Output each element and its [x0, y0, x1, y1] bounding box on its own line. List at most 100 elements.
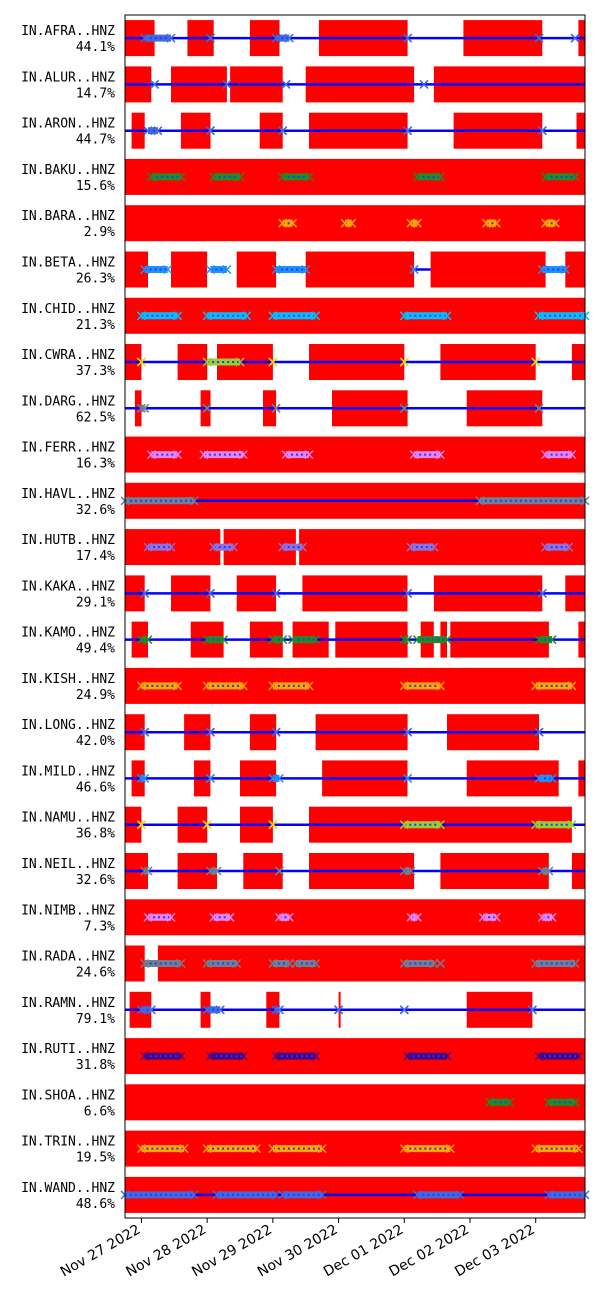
marker-segment: [205, 866, 222, 876]
station-percentage-label: 14.7%: [76, 86, 115, 101]
station-percentage-label: 62.5%: [76, 410, 115, 425]
marker-segment: [205, 773, 215, 783]
marker-segment: [409, 450, 445, 460]
marker-segment: [399, 820, 445, 830]
marker-segment: [534, 773, 557, 783]
marker-segment: [136, 357, 146, 367]
gap-bar: [565, 251, 585, 288]
marker-segment: [409, 264, 419, 275]
marker-segment: [527, 1005, 537, 1015]
station-name-label: IN.HUTB..HNZ: [21, 533, 115, 548]
station-row: [125, 66, 585, 103]
marker-segment: [274, 866, 284, 876]
station-name-label: IN.MILD..HNZ: [21, 764, 115, 779]
marker-segment: [136, 403, 150, 413]
station-percentage-label: 31.8%: [76, 1058, 115, 1073]
gap-bar: [125, 158, 585, 195]
station-row: [125, 806, 585, 843]
marker-segment: [150, 79, 160, 89]
station-percentage-label: 79.1%: [76, 1012, 115, 1027]
marker-segment: [406, 218, 422, 228]
gap-bar: [430, 251, 546, 288]
station-percentage-label: 19.5%: [76, 1151, 115, 1166]
station-percentage-label: 21.3%: [76, 318, 115, 333]
marker-segment: [531, 958, 580, 969]
marker-segment: [146, 450, 183, 460]
marker-segment: [412, 1190, 465, 1200]
station-row: [125, 390, 585, 427]
marker-segment: [435, 958, 445, 969]
station-percentage-label: 2.9%: [84, 225, 115, 240]
station-row: [125, 1130, 585, 1167]
gap-bar: [125, 251, 148, 288]
marker-segment: [399, 403, 409, 413]
marker-segment: [531, 681, 577, 691]
marker-segment: [278, 172, 314, 182]
station-percentage-label: 44.7%: [76, 133, 115, 148]
marker-segment: [136, 311, 183, 321]
marker-segment: [202, 635, 229, 645]
marker-segment: [205, 588, 215, 598]
station-percentage-label: 6.6%: [84, 1104, 115, 1119]
station-percentage-label: 7.3%: [84, 919, 115, 934]
marker-segment: [209, 542, 238, 552]
station-name-label: IN.LONG..HNZ: [21, 718, 115, 733]
marker-segment: [268, 958, 294, 969]
gap-bar: [236, 251, 277, 288]
marker-segment: [278, 1190, 327, 1200]
station-name-label: IN.RADA..HNZ: [21, 950, 115, 965]
marker-segment: [534, 33, 544, 43]
marker-segment: [268, 357, 278, 367]
station-name-label: IN.BAKU..HNZ: [21, 163, 115, 178]
marker-segment: [140, 264, 173, 275]
marker-segment: [278, 218, 298, 228]
marker-segment: [399, 866, 416, 876]
station-name-label: IN.BARA..HNZ: [21, 209, 115, 224]
station-row: [125, 991, 585, 1028]
marker-segment: [136, 820, 146, 830]
marker-segment: [136, 1005, 156, 1015]
gap-bar: [125, 436, 585, 473]
station-row: [125, 158, 585, 195]
station-row: [125, 575, 585, 612]
marker-segment: [534, 635, 557, 645]
station-percentage-label: 32.6%: [76, 873, 115, 888]
station-name-label: IN.NEIL..HNZ: [21, 857, 115, 872]
marker-segment: [403, 126, 413, 136]
marker-segment: [143, 126, 163, 136]
marker-segment: [140, 727, 150, 737]
station-row: [125, 251, 585, 288]
marker-segment: [271, 727, 281, 737]
marker-segment: [268, 820, 278, 830]
station-name-label: IN.KAKA..HNZ: [21, 579, 115, 594]
marker-segment: [140, 588, 150, 598]
marker-segment: [205, 264, 232, 275]
marker-segment: [403, 727, 413, 737]
marker-segment: [278, 542, 307, 552]
station-row: [125, 760, 585, 797]
gap-bar: [171, 251, 208, 288]
marker-segment: [485, 1097, 514, 1107]
marker-segment: [268, 311, 321, 321]
marker-segment: [209, 912, 235, 922]
marker-segment: [399, 635, 413, 645]
marker-segment: [271, 403, 281, 413]
marker-segment: [271, 33, 294, 43]
marker-segment: [534, 403, 544, 413]
station-name-label: IN.BETA..HNZ: [21, 256, 115, 271]
gap-bar: [125, 1130, 585, 1167]
station-row: [125, 853, 585, 889]
station-row: [125, 205, 585, 242]
station-percentage-label: 44.1%: [76, 40, 115, 55]
marker-segment: [544, 1190, 590, 1200]
station-name-label: IN.HAVL..HNZ: [21, 487, 115, 502]
station-name-label: IN.ALUR..HNZ: [21, 70, 115, 85]
station-name-label: IN.FERR..HNZ: [21, 441, 115, 456]
marker-segment: [412, 172, 445, 182]
marker-segment: [291, 958, 321, 969]
marker-segment: [537, 866, 554, 876]
station-name-label: IN.WAND..HNZ: [21, 1181, 115, 1196]
station-row: [125, 621, 585, 658]
marker-segment: [140, 866, 153, 876]
